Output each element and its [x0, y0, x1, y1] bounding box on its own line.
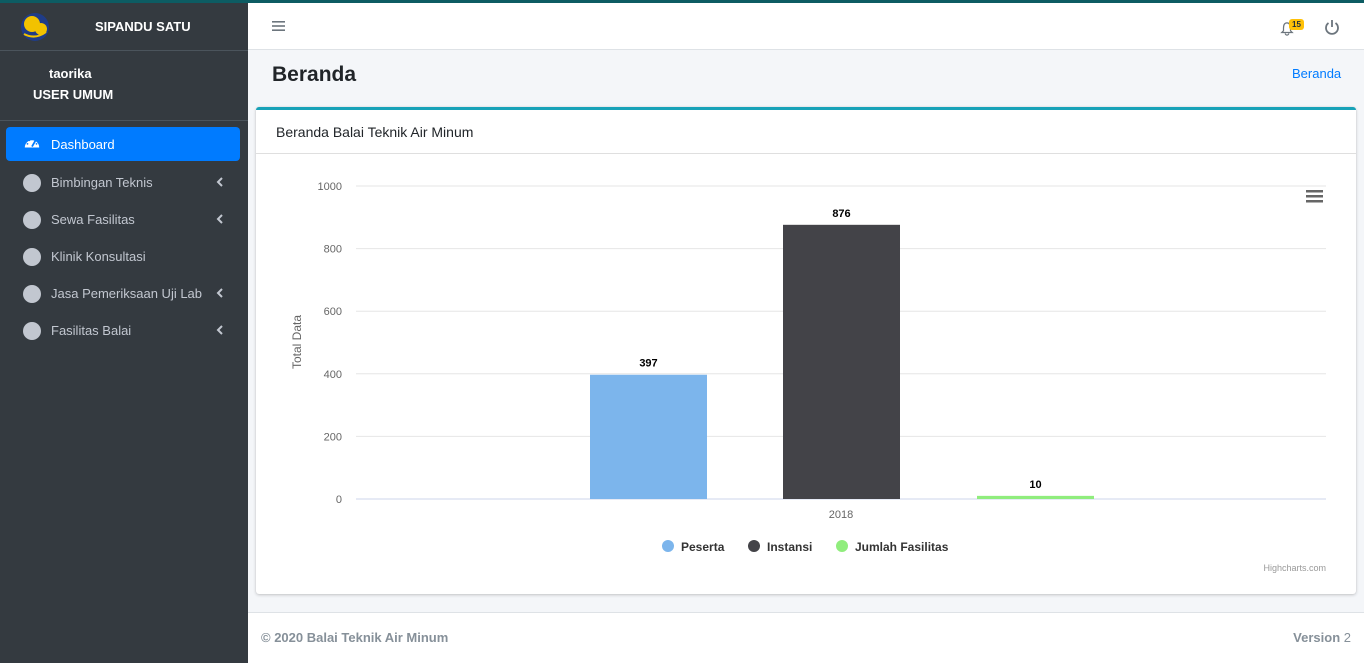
sidebar-item-sewa-fasilitas[interactable]: Sewa Fasilitas	[6, 201, 240, 238]
data-label: 10	[1029, 479, 1041, 491]
notifications-button[interactable]: 15	[1280, 17, 1308, 39]
card-title: Beranda Balai Teknik Air Minum	[276, 124, 474, 140]
sidebar-item-label: Klinik Konsultasi	[51, 249, 146, 264]
y-tick-label: 600	[324, 306, 342, 318]
chevron-left-icon	[216, 214, 223, 224]
card-header: Beranda Balai Teknik Air Minum	[256, 110, 1356, 154]
user-role: USER UMUM	[33, 87, 114, 102]
power-icon[interactable]	[1324, 19, 1340, 35]
bar-peserta	[590, 374, 707, 499]
top-navbar: 15	[248, 3, 1364, 50]
y-tick-label: 400	[324, 369, 342, 381]
sidebar-item-fasilitas-balai[interactable]: Fasilitas Balai	[6, 312, 240, 349]
sidebar-item-jasa-pemeriksaan-uji-lab[interactable]: Jasa Pemeriksaan Uji Lab	[6, 275, 240, 312]
chart-menu-icon[interactable]	[1306, 190, 1323, 203]
chevron-left-icon	[216, 325, 223, 335]
sidebar-item-bimbingan-teknis[interactable]: Bimbingan Teknis	[6, 164, 240, 201]
bar-jumlah-fasilitas	[977, 495, 1094, 499]
sidebar-item-label: Jasa Pemeriksaan Uji Lab	[51, 286, 203, 301]
legend-marker	[748, 540, 760, 552]
circle-icon	[23, 210, 41, 229]
legend-marker	[836, 540, 848, 552]
legend-item: Jumlah Fasilitas	[855, 540, 949, 554]
y-axis-title: Total Data	[290, 315, 304, 369]
legend-item: Instansi	[767, 540, 812, 554]
top-accent-line	[0, 0, 1364, 3]
chevron-left-icon	[216, 177, 223, 187]
sidebar-item-klinik-konsultasi[interactable]: Klinik Konsultasi	[6, 238, 240, 275]
sidebar-nav: Dashboard Bimbingan Teknis Sewa Fasilita…	[0, 127, 248, 349]
data-label: 397	[639, 358, 657, 370]
page-title: Beranda	[272, 63, 357, 86]
hamburger-menu-icon[interactable]	[272, 20, 285, 32]
tachometer-icon	[24, 138, 40, 148]
brand-logo-icon	[21, 13, 49, 41]
brand-name: SIPANDU SATU	[95, 19, 191, 34]
sidebar: SIPANDU SATU taorika USER UMUM Dashboard…	[0, 3, 248, 663]
legend-item: Peserta	[681, 540, 725, 554]
sidebar-item-label: Fasilitas Balai	[51, 323, 132, 338]
chart-credits: Highcharts.com	[1263, 563, 1326, 573]
y-tick-label: 0	[336, 494, 342, 506]
circle-icon	[23, 247, 41, 266]
y-tick-label: 200	[324, 431, 342, 443]
breadcrumb-link[interactable]: Beranda	[1292, 66, 1342, 81]
chart-card: Beranda Balai Teknik Air Minum 0 200 400 60…	[256, 107, 1356, 594]
brand[interactable]: SIPANDU SATU	[0, 3, 248, 51]
circle-icon	[23, 284, 41, 303]
bar-instansi	[783, 224, 900, 499]
x-tick-label: 2018	[829, 509, 853, 521]
bar-chart: 0 200 400 600 800 1000 Total Data 397 876 10 2018 P…	[290, 181, 1326, 573]
version-number: 2	[1343, 630, 1351, 645]
sidebar-item-dashboard[interactable]: Dashboard	[6, 127, 240, 161]
footer-version: Version 2	[1293, 630, 1351, 645]
circle-icon	[23, 321, 41, 340]
user-name: taorika	[49, 66, 92, 81]
footer: © 2020 Balai Teknik Air Minum Version 2	[248, 612, 1364, 663]
y-tick-label: 1000	[318, 181, 342, 193]
legend-marker	[662, 540, 674, 552]
user-panel[interactable]: taorika USER UMUM	[0, 51, 248, 121]
sidebar-item-label: Sewa Fasilitas	[51, 212, 135, 227]
notification-badge: 15	[1289, 19, 1304, 30]
sidebar-item-label: Dashboard	[51, 136, 115, 152]
data-label: 876	[832, 208, 850, 220]
sidebar-item-label: Bimbingan Teknis	[51, 175, 153, 190]
version-label: Version	[1293, 630, 1341, 645]
y-tick-label: 800	[324, 244, 342, 256]
footer-copyright: © 2020 Balai Teknik Air Minum	[261, 630, 449, 645]
circle-icon	[23, 173, 41, 192]
chevron-left-icon	[216, 288, 223, 298]
